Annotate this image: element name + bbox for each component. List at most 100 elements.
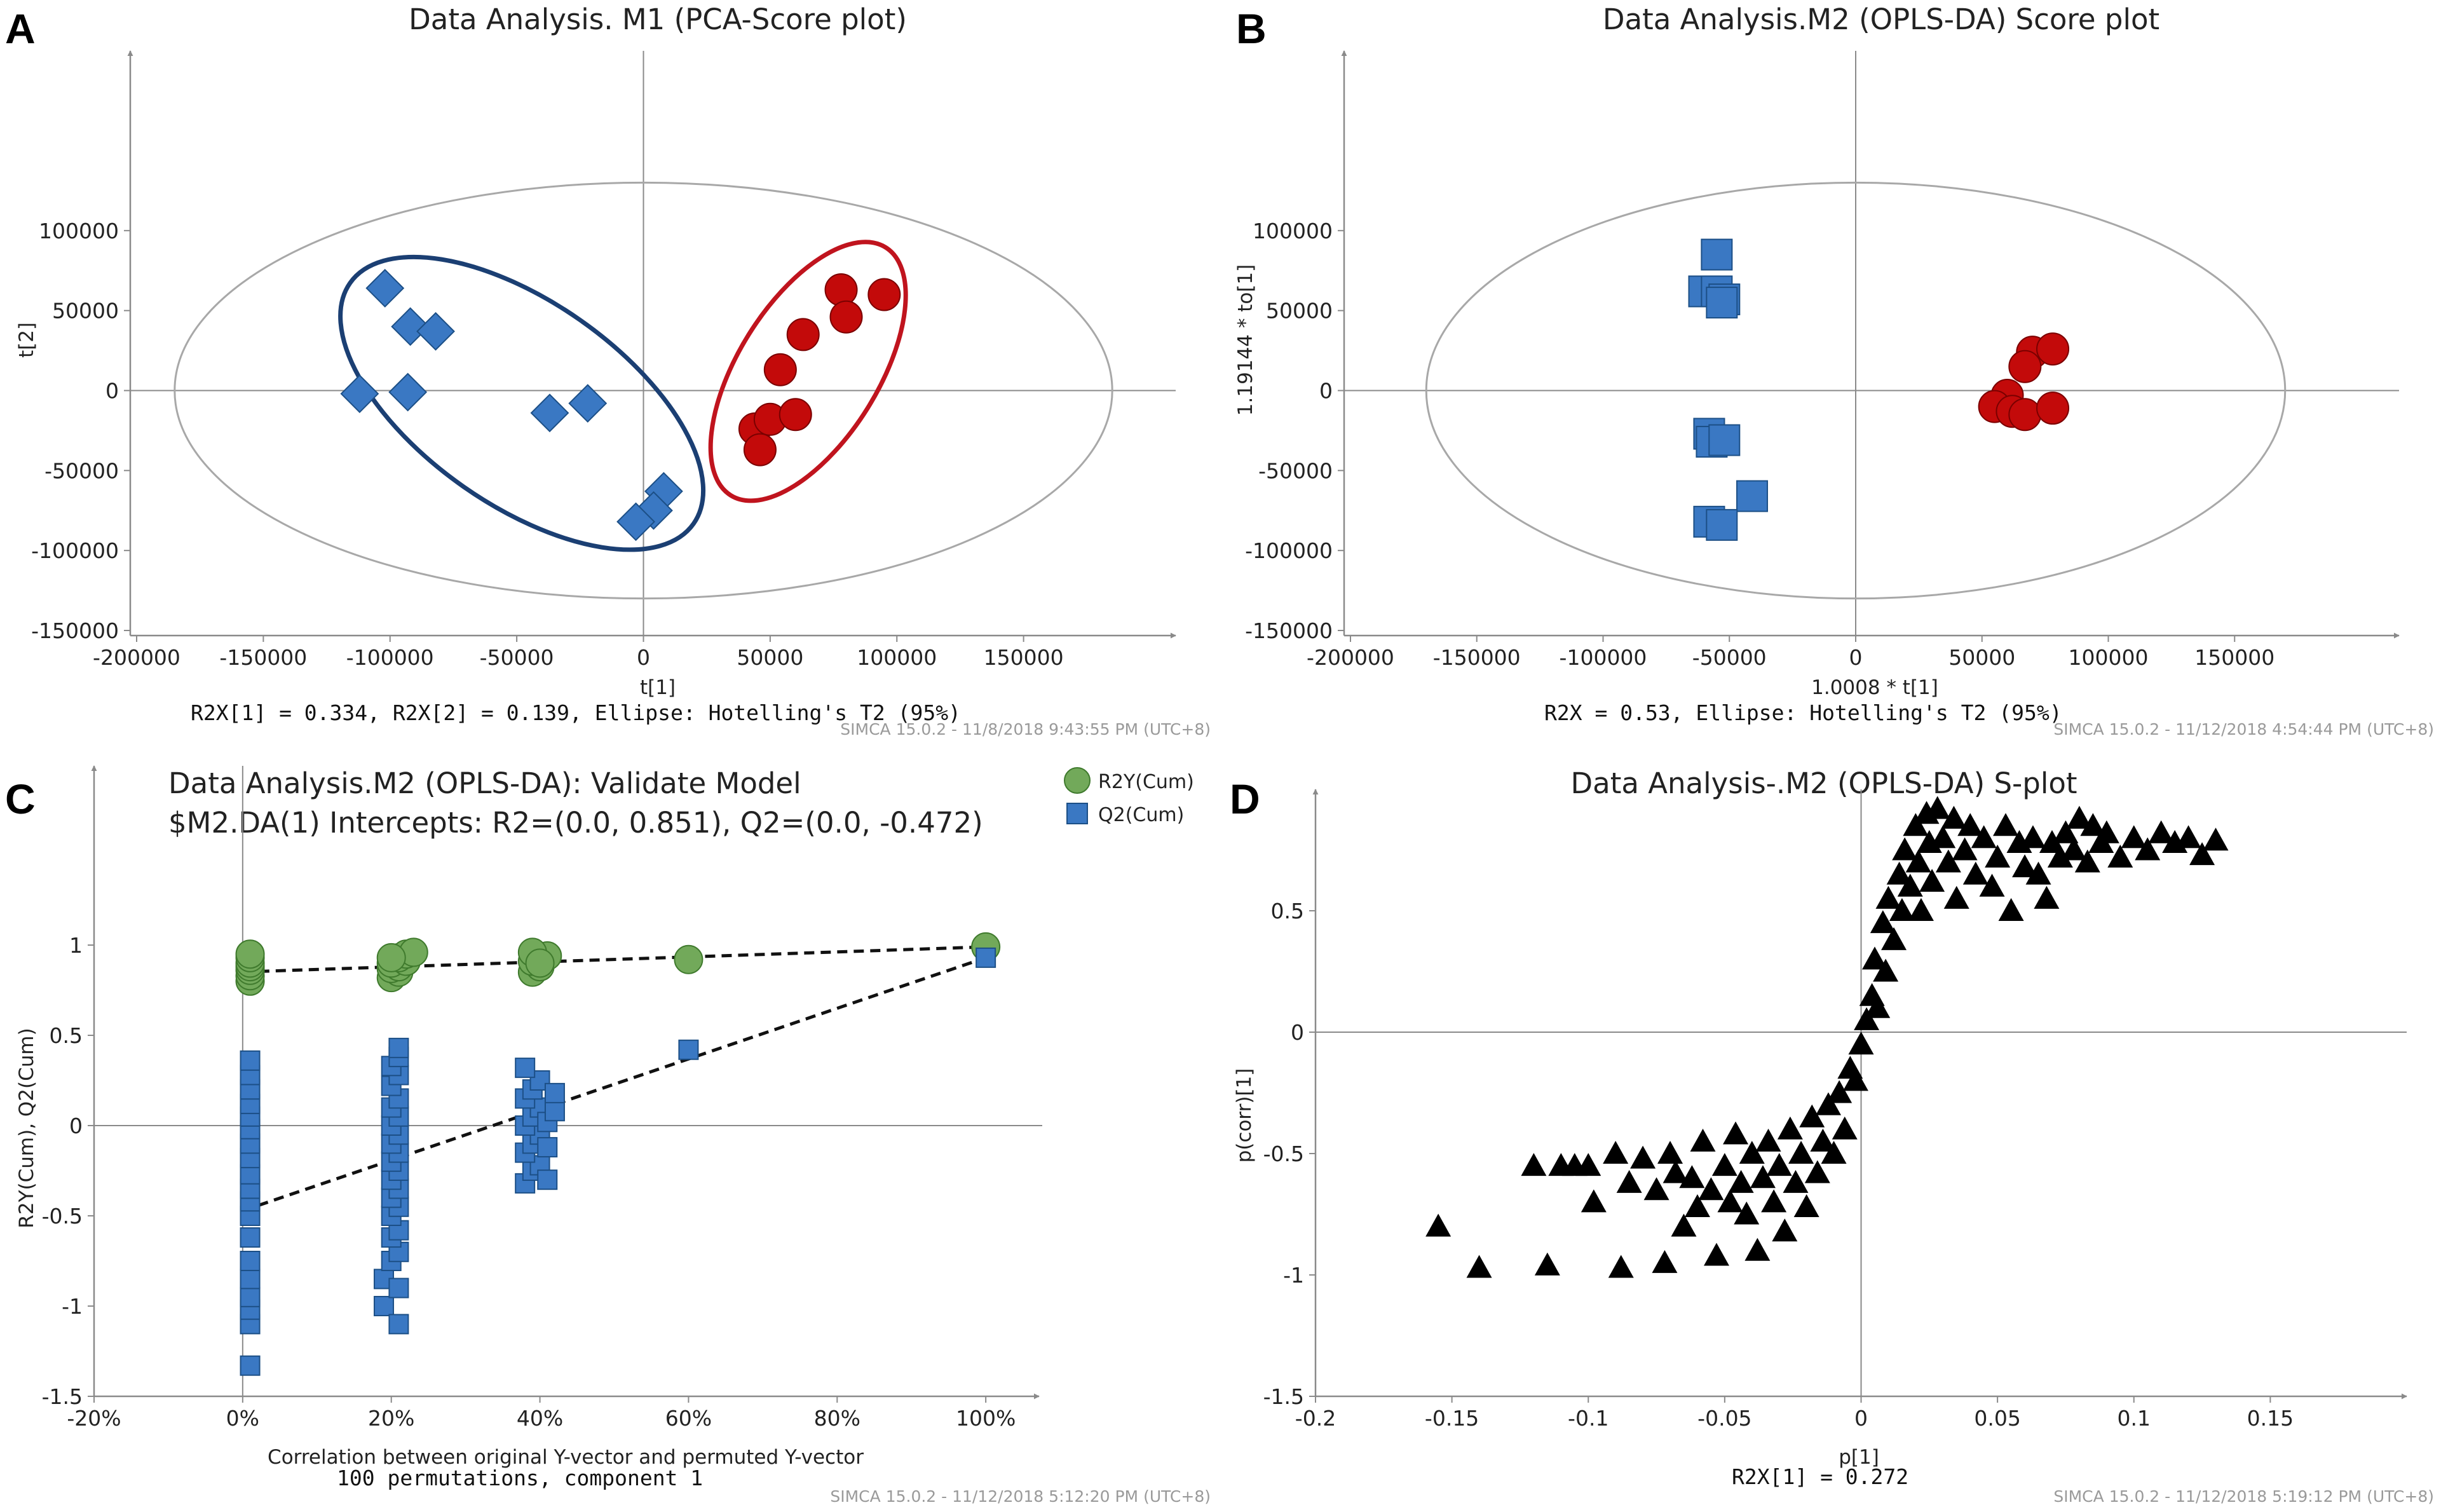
panel-a-ylabel: t[2]: [15, 322, 38, 358]
panel-a-xlabel: t[1]: [640, 676, 676, 699]
panel-a-group2-point: [829, 300, 863, 334]
panel-d-variables-point: [1772, 1218, 1798, 1242]
panel-b-xtick-label: -50000: [1692, 645, 1767, 670]
panel-d-variables-point: [2012, 854, 2038, 878]
panel-d-variables-point: [1919, 869, 1945, 892]
panel-b-stamp: SIMCA 15.0.2 - 11/12/2018 4:54:44 PM (UT…: [2053, 720, 2434, 739]
panel-d-ytick-label: 0: [1291, 1020, 1304, 1045]
panel-b-xtick-label: 100000: [2069, 645, 2149, 670]
panel-label-b: B: [1236, 5, 1267, 52]
panel-d-variables-point: [1985, 844, 2011, 868]
panel-d-variables-point: [1755, 1128, 1781, 1152]
panel-a-group1-point: [568, 384, 608, 423]
panel-d-variables-point: [1826, 1080, 1853, 1103]
panel-d-variables-point: [1815, 1092, 1841, 1115]
panel-d-variables-point: [1892, 837, 1918, 861]
panel-a-xtick-label: -150000: [219, 645, 307, 670]
panel-b-ytick-label: 100000: [1253, 219, 1333, 243]
panel-b: B Data Analysis.M2 (OPLS-DA) Score plot …: [1234, 3, 2434, 739]
panel-c-ytick-label: -1: [62, 1294, 83, 1319]
panel-c-q2-cum--point: [537, 1169, 558, 1190]
panel-c-q2-cum--point: [388, 1314, 409, 1335]
panel-c: C Data Analysis.M2 (OPLS-DA): Validate M…: [5, 765, 1211, 1506]
panel-d-variables-point: [1608, 1255, 1634, 1278]
panel-d-variables-point: [1943, 885, 1969, 909]
panel-d-variables-point: [1575, 1153, 1601, 1176]
panel-d-variables-point: [1466, 1255, 1492, 1278]
panel-a-ytick-label: -100000: [31, 538, 119, 563]
panel-c-r2y-cum--point: [525, 948, 555, 978]
panel-a-xtick-label: 150000: [984, 645, 1064, 670]
panel-a-group1-point: [365, 269, 405, 308]
panel-c-xtick-label: -20%: [67, 1406, 121, 1431]
panel-a-footer: R2X[1] = 0.334, R2X[2] = 0.139, Ellipse:…: [191, 700, 961, 725]
panel-d-variables-point: [1761, 1189, 1787, 1213]
panel-c-r2y-cum--point: [376, 943, 406, 972]
panel-d-variables-point: [1734, 1201, 1760, 1225]
panel-d-variables-point: [1662, 1160, 1689, 1183]
panel-b-hotelling-ellipse: [1425, 181, 2287, 600]
panel-d-variables-point: [1521, 1153, 1547, 1176]
panel-b-ylabel: 1.19144 * to[1]: [1234, 264, 1257, 416]
panel-d-footer: R2X[1] = 0.272: [1732, 1464, 1908, 1489]
panel-b-ytick-label: -50000: [1258, 458, 1333, 483]
panel-a-xtick-label: 50000: [737, 645, 803, 670]
panel-d-variables-point: [1799, 1104, 1825, 1127]
panel-a-group2-point: [824, 273, 858, 306]
panel-d-variables-point: [1941, 805, 1967, 829]
panel-a-group2-point: [763, 353, 797, 386]
panel-b-group2-point: [2008, 398, 2042, 432]
panel-d-variables-point: [2034, 885, 2060, 909]
panel-b-xtick-label: 0: [1849, 645, 1863, 670]
panel-d-variables-point: [1861, 946, 1887, 970]
panel-d-plot: -0.2 -0.15 -0.1 -0.05 0 0.05 0.1 0.15 -1.5 -1 -0.5…: [1263, 789, 2407, 1431]
panel-d-xtick-label: 0.1: [2118, 1406, 2151, 1431]
panel-d-ytick-label: 0.5: [1271, 899, 1304, 923]
panel-b-group1-point: [1736, 480, 1769, 512]
panel-d-title: Data Analysis-.M2 (OPLS-DA) S-plot: [1571, 766, 2077, 800]
panel-c-q2-cum--point: [544, 1101, 565, 1122]
panel-d-variables-point: [1924, 796, 1950, 819]
panel-d-variables-point: [2053, 820, 2079, 843]
panel-c-q2-cum--point: [515, 1058, 536, 1079]
panel-d-variables-point: [1930, 825, 1956, 848]
panel-d-variables-point: [1679, 1165, 1705, 1188]
panel-d-variables-point: [1935, 849, 1961, 873]
panel-a-stamp: SIMCA 15.0.2 - 11/8/2018 9:43:55 PM (UTC…: [840, 720, 1211, 739]
panel-d-variables-point: [1684, 1194, 1710, 1218]
panel-d-ylabel: p(corr)[1]: [1233, 1068, 1256, 1163]
panel-d-variables-point: [1671, 1213, 1697, 1237]
panel-d-variables-point: [2203, 828, 2229, 851]
panel-d-variables-point: [1889, 898, 1915, 921]
panel-d-xtick-label: -0.05: [1697, 1406, 1751, 1431]
panel-d-variables-point: [2080, 813, 2106, 836]
panel-b-group1-point: [1708, 424, 1741, 456]
panel-c-q2-cum--point: [374, 1296, 395, 1316]
panel-d-variables-point: [1744, 1237, 1771, 1261]
panel-b-title: Data Analysis.M2 (OPLS-DA) Score plot: [1603, 3, 2159, 36]
panel-d-variables-point: [1698, 1177, 1724, 1201]
panel-d-variables-point: [1690, 1128, 1716, 1152]
panel-c-q2-cum--point: [537, 1137, 558, 1158]
panel-c-q2-cum--point: [240, 1269, 261, 1290]
panel-d-variables-point: [2175, 825, 2201, 848]
panel-d-variables-point: [1810, 1128, 1836, 1152]
panel-c-ytick-label: -1.5: [42, 1384, 83, 1409]
panel-label-d: D: [1230, 775, 1260, 822]
panel-d-variables-point: [1979, 873, 2005, 897]
panel-c-ytick-label: 0.5: [50, 1023, 83, 1048]
panel-d-ytick-label: -1: [1283, 1263, 1304, 1288]
panel-b-group2-point: [2008, 350, 2042, 383]
panel-c-r2y-cum--point: [674, 944, 704, 974]
panel-d-variables-point: [1630, 1145, 1656, 1169]
panel-c-xtick-label: 80%: [814, 1406, 860, 1431]
panel-a-title: Data Analysis. M1 (PCA-Score plot): [409, 3, 907, 36]
panel-c-title: Data Analysis.M2 (OPLS-DA): Validate Mod…: [168, 766, 801, 800]
panel-label-a: A: [5, 5, 36, 52]
panel-a-group1-point: [388, 372, 428, 412]
panel-d-variables-point: [1703, 1243, 1729, 1266]
panel-b-xtick-label: -100000: [1560, 645, 1647, 670]
panel-a-ytick-label: -150000: [31, 618, 119, 643]
panel-a-group1-point: [391, 307, 430, 346]
